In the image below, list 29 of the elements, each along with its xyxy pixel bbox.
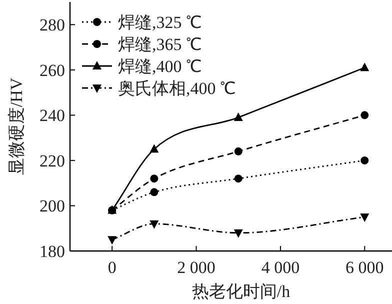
point	[150, 188, 158, 196]
point	[234, 229, 243, 238]
x-axis-title: 热老化时间/h	[192, 282, 291, 301]
point	[360, 156, 369, 164]
point	[360, 214, 370, 222]
y-tick-label: 280	[40, 16, 65, 35]
x-tick-label: 4 000	[261, 258, 300, 277]
point	[360, 62, 370, 72]
point	[150, 220, 159, 229]
point	[150, 174, 158, 183]
point	[234, 174, 242, 183]
y-tick-label: 200	[40, 196, 65, 216]
y-tick-label: 180	[40, 242, 65, 261]
point	[234, 112, 243, 121]
legend-label: 焊缝,325 ℃	[118, 13, 202, 32]
point	[108, 236, 117, 245]
x-tick-label: 2 000	[177, 258, 216, 277]
y-tick-label: 240	[40, 106, 65, 126]
y-axis-title: 显微硬度/HV	[7, 77, 26, 176]
y-tick-label: 220	[40, 151, 65, 170]
point	[150, 144, 159, 153]
y-tick-label: 260	[40, 60, 65, 80]
legend-label: 焊缝,365 ℃	[118, 35, 202, 54]
point	[234, 147, 242, 156]
legend-label: 焊缝,400 ℃	[118, 57, 202, 76]
point	[360, 111, 369, 120]
legend-label: 奥氏体相,400 ℃	[118, 79, 236, 98]
x-tick-label: 6 000	[346, 258, 384, 277]
x-tick-label: 0	[108, 258, 116, 277]
